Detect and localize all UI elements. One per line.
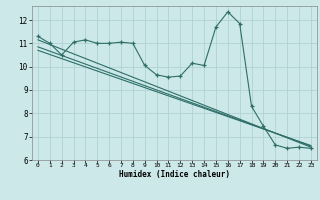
X-axis label: Humidex (Indice chaleur): Humidex (Indice chaleur) <box>119 170 230 179</box>
